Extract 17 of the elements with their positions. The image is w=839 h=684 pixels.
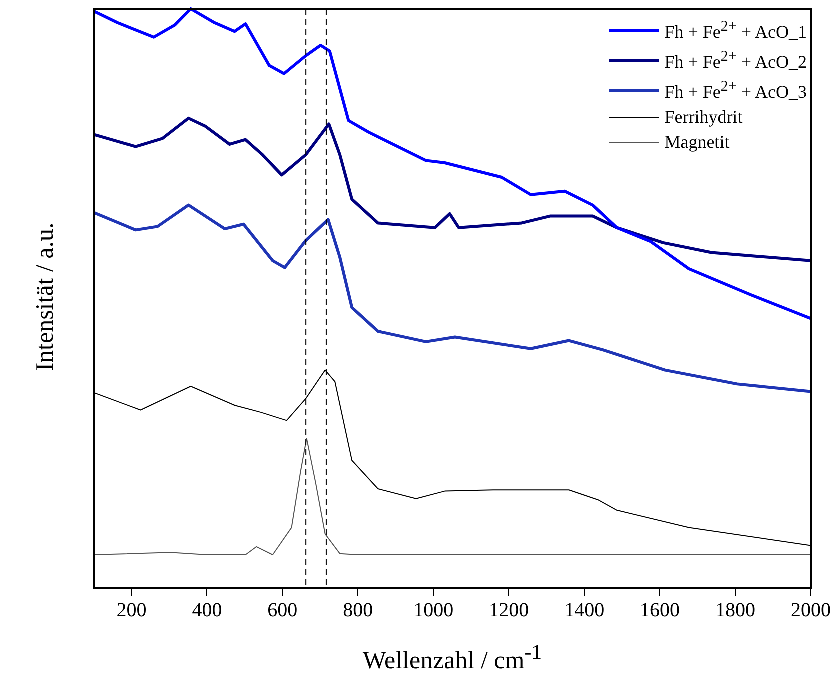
legend-label: Fh + Fe$^{2+}$ + AcO_1 bbox=[664, 18, 807, 44]
x-axis-title: Wellenzahl / cm$^{-1}$ bbox=[362, 640, 544, 676]
legend-label: Magnetit bbox=[664, 131, 730, 154]
x-tick-label: 2000 bbox=[791, 599, 831, 622]
legend-label: Ferrihydrit bbox=[664, 106, 743, 129]
x-tick-label: 600 bbox=[268, 599, 298, 622]
legend-label: Fh + Fe$^{2+}$ + AcO_3 bbox=[664, 78, 807, 104]
x-tick-label: 1200 bbox=[489, 599, 530, 622]
x-tick-label: 1600 bbox=[640, 599, 680, 622]
x-tick-label: 800 bbox=[343, 599, 374, 622]
x-tick-label: 200 bbox=[116, 599, 147, 622]
x-tick-label: 400 bbox=[192, 599, 222, 622]
legend-label: Fh + Fe$^{2+}$ + AcO_2 bbox=[664, 48, 807, 74]
x-tick-label: 1800 bbox=[716, 599, 756, 622]
x-tick-label: 1400 bbox=[564, 599, 605, 622]
x-tick-label: 1000 bbox=[414, 599, 454, 622]
y-axis-title: Intensität / a.u. bbox=[32, 221, 60, 373]
